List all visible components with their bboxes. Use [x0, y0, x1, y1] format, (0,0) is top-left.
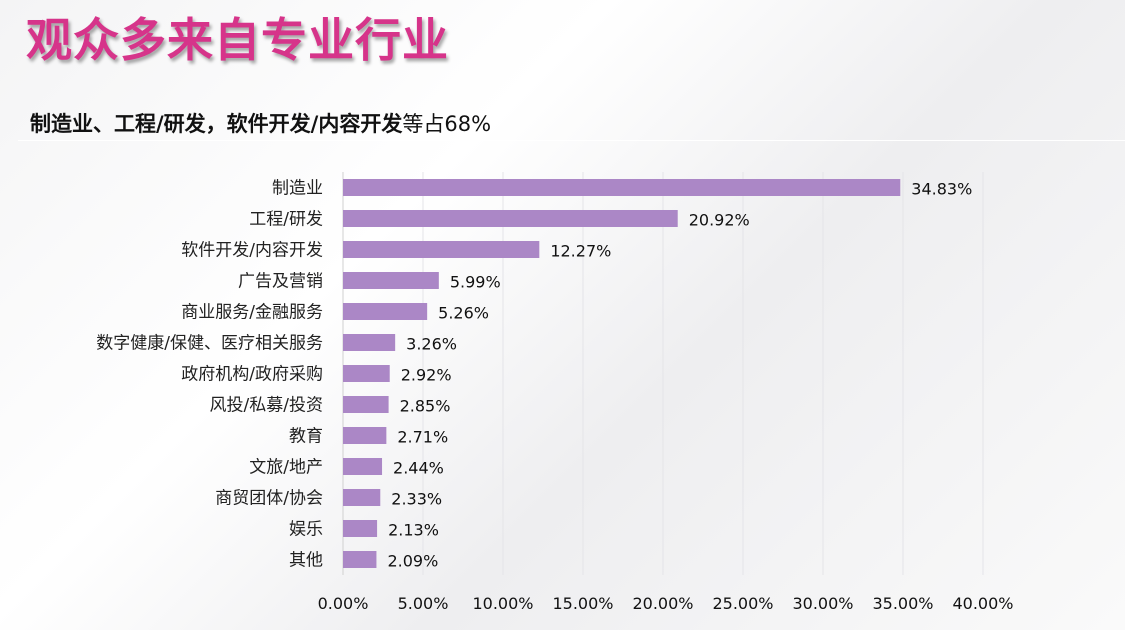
bar: [343, 427, 387, 444]
subtitle-normal: 等占68%: [402, 112, 492, 136]
data-label: 5.99%: [450, 273, 501, 292]
category-label: 商贸团体/协会: [215, 489, 323, 509]
bar: [343, 551, 377, 568]
subtitle-bold: 制造业、工程/研发，软件开发/内容开发: [30, 112, 403, 136]
category-label: 政府机构/政府采购: [181, 365, 323, 385]
data-label: 20.92%: [689, 211, 750, 230]
bar: [343, 179, 901, 196]
page-title: 观众多来自专业行业: [26, 13, 449, 67]
category-label: 教育: [289, 427, 323, 447]
category-label: 文旅/地产: [249, 458, 323, 478]
x-tick-label: 20.00%: [632, 594, 693, 613]
x-tick-label: 5.00%: [398, 594, 449, 613]
bar: [343, 303, 428, 320]
x-tick-label: 0.00%: [318, 594, 369, 613]
bar: [343, 458, 383, 475]
x-tick-label: 10.00%: [472, 594, 533, 613]
x-tick-label: 30.00%: [792, 594, 853, 613]
category-label: 风投/私募/投资: [210, 396, 323, 416]
data-label: 2.33%: [391, 490, 442, 509]
x-tick-label: 40.00%: [952, 594, 1013, 613]
category-label: 工程/研发: [249, 210, 323, 230]
data-label: 3.26%: [406, 335, 457, 354]
data-label: 12.27%: [550, 242, 611, 261]
data-label: 5.26%: [438, 304, 489, 323]
divider: [18, 140, 1125, 141]
category-label: 数字健康/保健、医疗相关服务: [96, 334, 323, 354]
data-label: 2.85%: [400, 397, 451, 416]
subtitle: 制造业、工程/研发，软件开发/内容开发等占68%: [30, 108, 491, 138]
data-label: 2.92%: [401, 366, 452, 385]
category-label: 其他: [289, 551, 323, 571]
bar: [343, 489, 381, 506]
category-label: 软件开发/内容开发: [181, 241, 323, 261]
bar: [343, 520, 378, 537]
bar: [343, 210, 678, 227]
data-label: 2.09%: [387, 552, 438, 571]
bar: [343, 365, 390, 382]
category-label: 娱乐: [289, 520, 323, 540]
data-label: 2.13%: [388, 521, 439, 540]
data-label: 2.71%: [397, 428, 448, 447]
x-tick-label: 15.00%: [552, 594, 613, 613]
bar: [343, 272, 439, 289]
data-label: 2.44%: [393, 459, 444, 478]
x-tick-label: 35.00%: [872, 594, 933, 613]
bar: [343, 396, 389, 413]
bar: [343, 241, 540, 258]
category-label: 商业服务/金融服务: [181, 303, 323, 323]
bar: [343, 334, 396, 351]
x-tick-label: 25.00%: [712, 594, 773, 613]
category-label: 制造业: [272, 179, 323, 199]
data-label: 34.83%: [911, 180, 972, 199]
category-label: 广告及营销: [238, 272, 323, 292]
